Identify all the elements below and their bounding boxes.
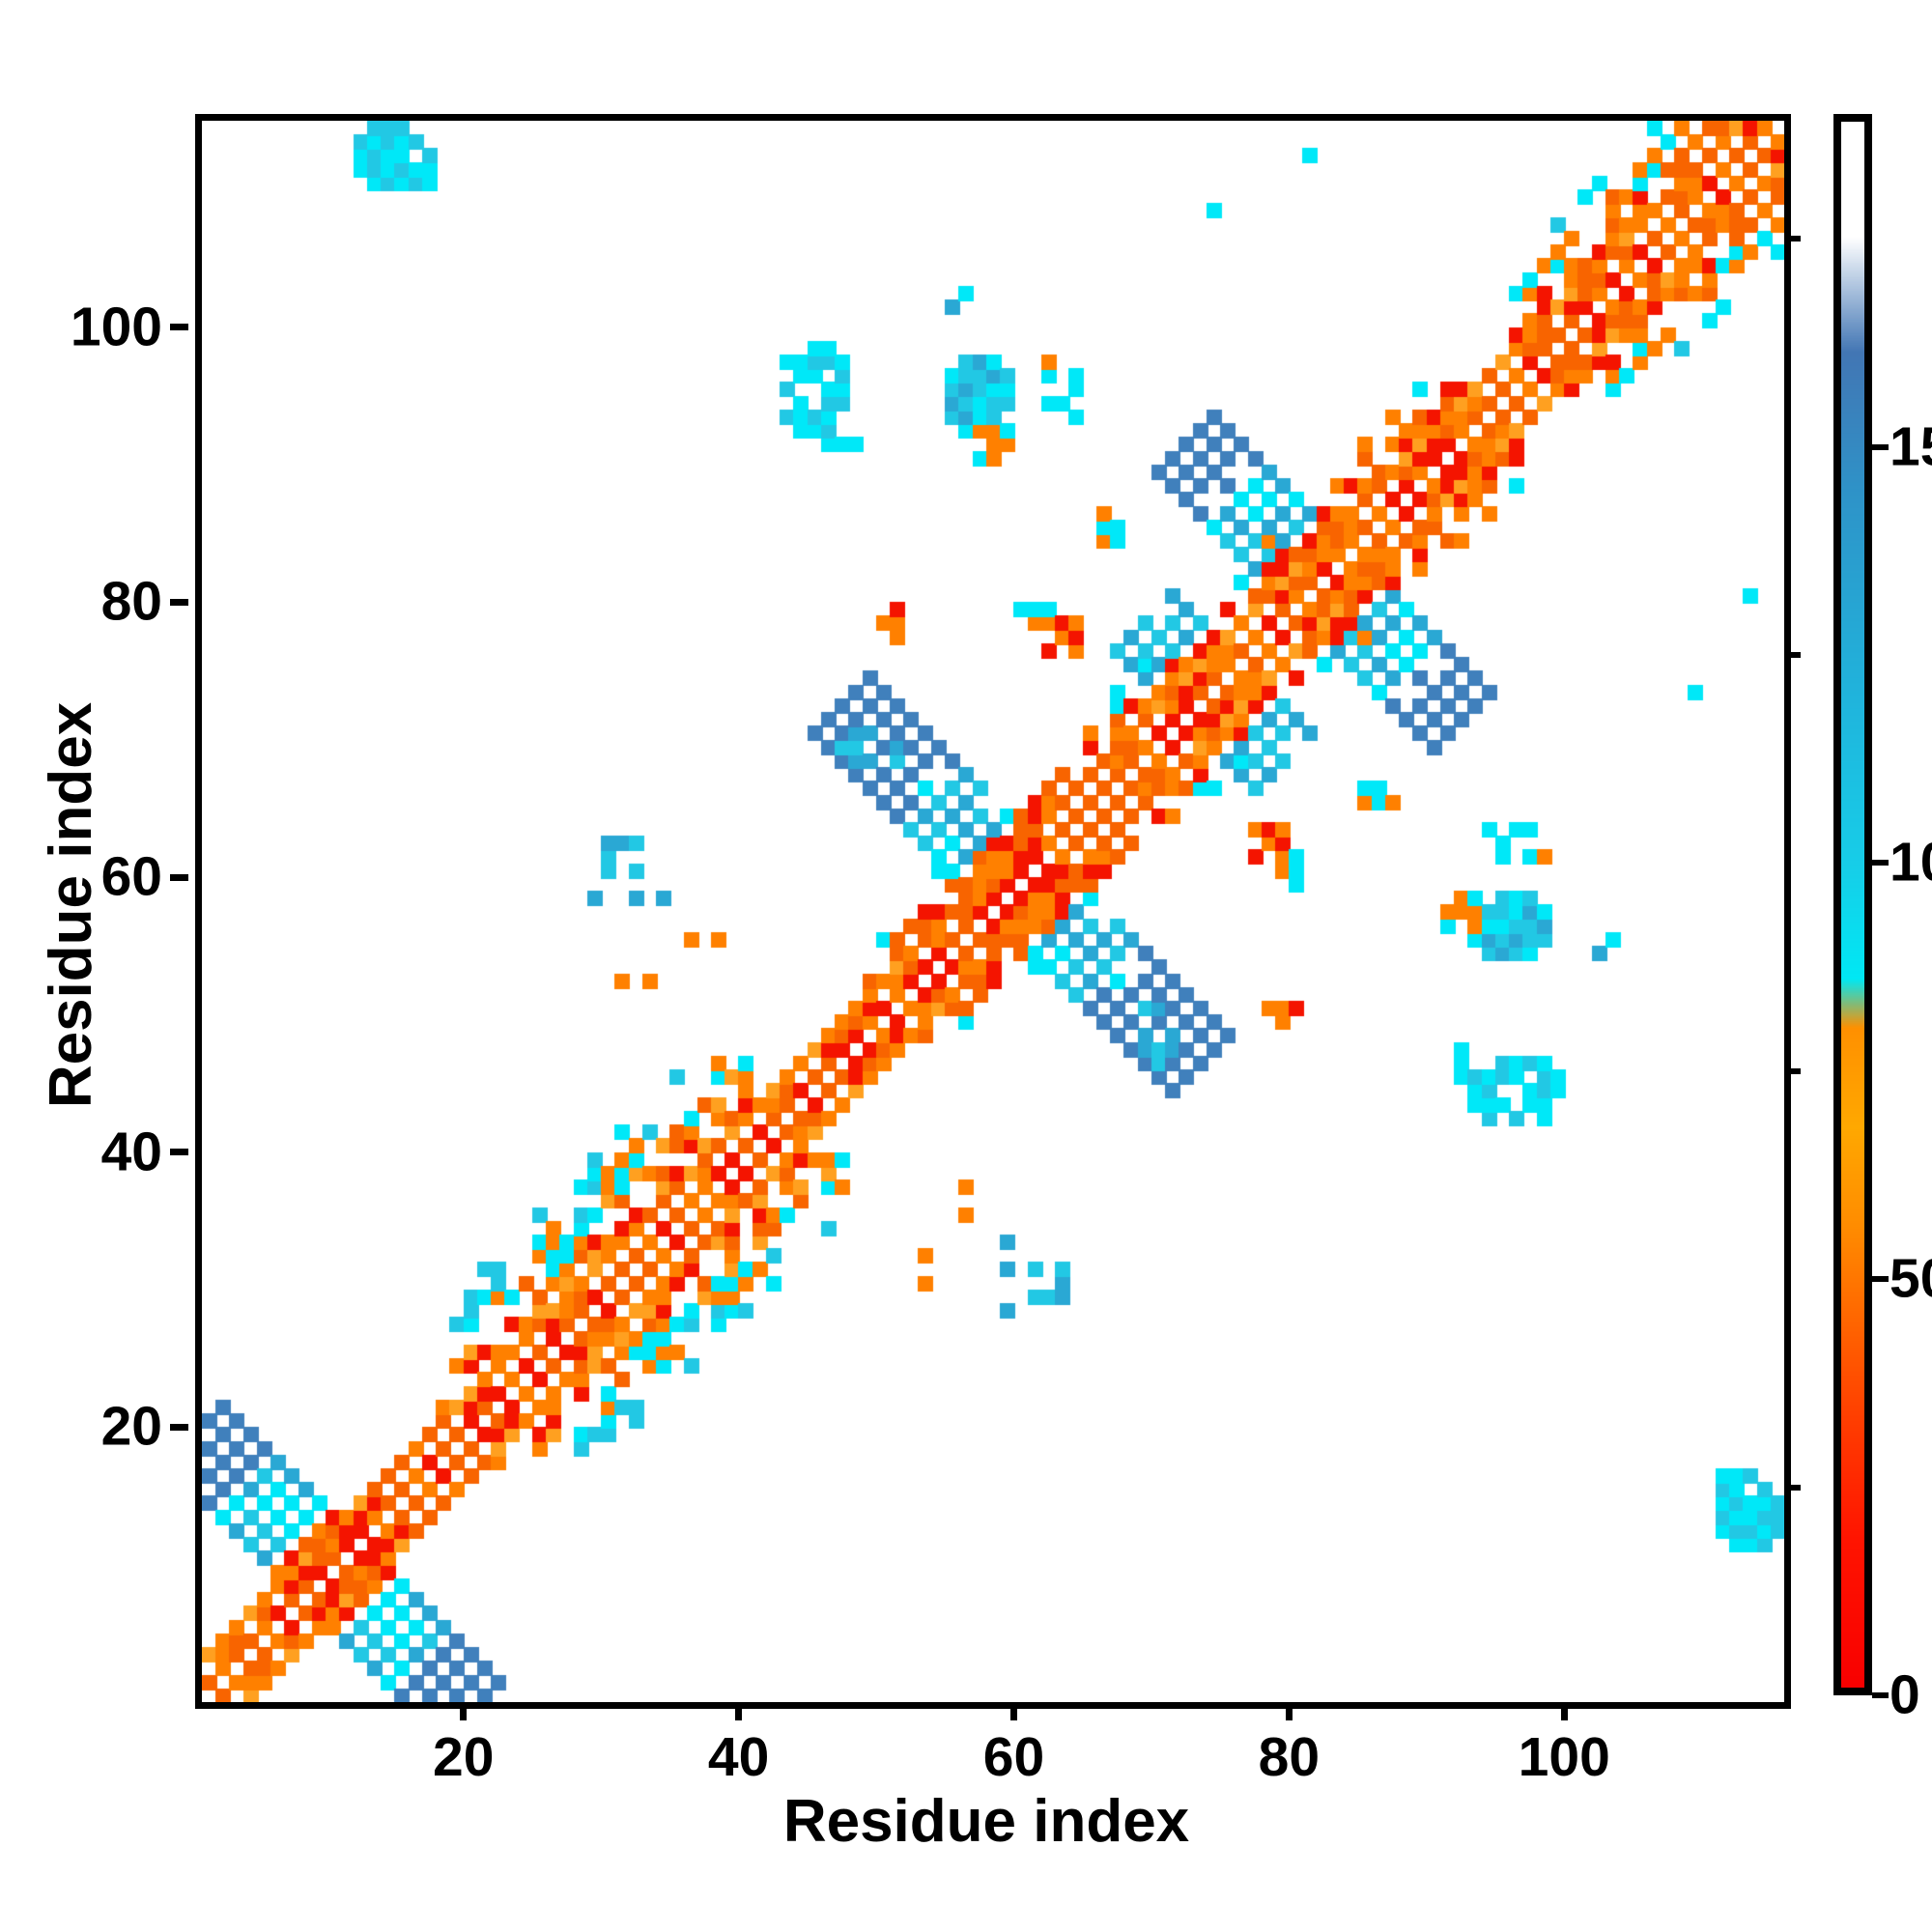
contact-map-canvas (202, 121, 1784, 1702)
colorbar-tick (1872, 443, 1889, 450)
x-axis-tick-label: 80 (1258, 1726, 1321, 1788)
y-axis-tick (170, 598, 188, 606)
x-axis-tick-label: 100 (1518, 1726, 1610, 1788)
x-axis-tick (1009, 1702, 1017, 1720)
colorbar-tick (1872, 1276, 1889, 1283)
x-axis-tick (1285, 1702, 1293, 1720)
plot-right-spine-tick (1784, 652, 1801, 659)
x-axis-tick-label: 60 (982, 1726, 1045, 1788)
colorbar-tick-label: 100 (1889, 831, 1932, 894)
colorbar-tick-label: 0 (1889, 1663, 1920, 1726)
y-axis-tick (170, 873, 188, 881)
y-axis-tick (170, 1423, 188, 1431)
colorbar-tick-label: 50 (1889, 1247, 1932, 1310)
x-axis-tick-label: 40 (707, 1726, 770, 1788)
y-axis-title: Residue index (38, 701, 104, 1109)
x-axis-title: Residue index (782, 1788, 1190, 1855)
y-axis-tick-label: 100 (70, 296, 162, 358)
x-axis-tick (735, 1702, 743, 1720)
x-axis-tick-label: 20 (433, 1726, 495, 1788)
y-axis-tick (170, 324, 188, 331)
plot-right-spine-tick (1784, 236, 1801, 242)
colorbar-tick (1872, 1692, 1889, 1698)
y-axis-tick (170, 1149, 188, 1156)
y-axis-tick-label: 40 (100, 1121, 162, 1183)
plot-right-spine-tick (1784, 1067, 1801, 1074)
x-axis-tick (1560, 1702, 1568, 1720)
colorbar-tick (1872, 860, 1889, 867)
x-axis-tick (460, 1702, 468, 1720)
colorbar (1833, 114, 1872, 1695)
y-axis-tick-label: 80 (100, 570, 162, 633)
y-axis-tick-label: 20 (100, 1395, 162, 1458)
heatmap-plot-area (195, 114, 1791, 1709)
colorbar-tick-label: 150 (1889, 415, 1932, 478)
plot-right-spine-tick (1784, 1484, 1801, 1491)
y-axis-tick-label: 60 (100, 845, 162, 908)
colorbar-gradient (1841, 122, 1864, 1688)
